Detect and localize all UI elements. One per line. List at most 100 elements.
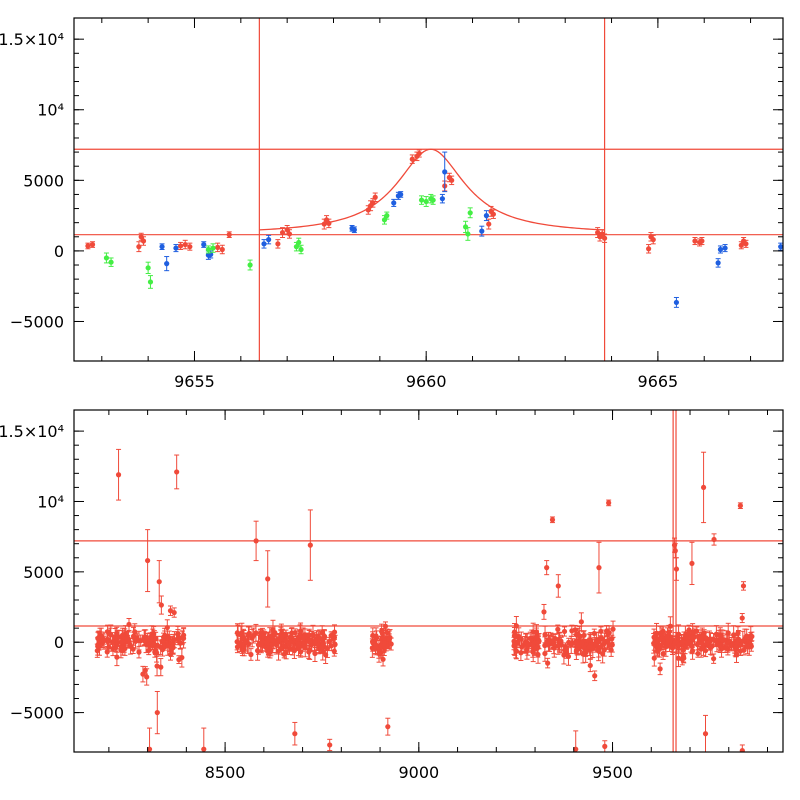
outlier-data-point (711, 533, 717, 546)
red-data-point (650, 234, 656, 245)
data-point (587, 658, 593, 673)
outlier-data-point (115, 448, 122, 501)
blue-data-point (722, 244, 728, 253)
blue-data-point (778, 242, 783, 251)
red-data-point (226, 231, 232, 238)
data-point (373, 627, 379, 645)
green-data-point (384, 211, 390, 220)
data-point (126, 618, 132, 631)
data-point (167, 605, 174, 616)
outlier-data-point (201, 727, 207, 752)
y-tick-label: 1.5×10⁴ (0, 422, 64, 441)
outlier-data-point (385, 717, 391, 736)
outlier-data-point (307, 509, 313, 581)
data-point (694, 626, 700, 637)
y-tick-label: 0 (54, 633, 64, 652)
outlier-data-point (292, 721, 298, 746)
axes-frame (73, 409, 784, 753)
blue-data-point (391, 198, 397, 207)
data-point (242, 632, 248, 652)
data-point (258, 634, 264, 653)
red-data-point (738, 241, 744, 250)
data-point (590, 638, 596, 659)
outlier-data-point (700, 451, 707, 524)
data-point (728, 641, 734, 651)
data-point (565, 647, 572, 666)
data-point (561, 626, 568, 637)
data-point (165, 635, 171, 656)
data-point (657, 662, 663, 676)
outlier-data-point (154, 690, 160, 735)
blue-data-point (351, 226, 357, 234)
data-point (108, 624, 114, 646)
red-data-point (646, 244, 652, 254)
red-data-point (699, 236, 705, 246)
blue-data-point (479, 225, 485, 237)
red-data-point (219, 244, 225, 255)
green-data-point (247, 259, 253, 271)
x-tick-label: 9500 (592, 763, 633, 782)
data-point (250, 627, 257, 644)
data-point (573, 643, 579, 660)
data-point (666, 634, 672, 645)
data-point (536, 633, 542, 650)
data-point (675, 649, 682, 668)
x-tick-label: 9660 (406, 372, 447, 391)
data-point (592, 670, 598, 682)
blue-data-point (164, 256, 170, 272)
outlier-data-point (737, 502, 743, 510)
data-point (740, 630, 746, 652)
outlier-data-point (602, 740, 608, 752)
data-point (558, 636, 564, 648)
data-point (175, 629, 181, 639)
data-point (151, 638, 157, 650)
data-point (525, 636, 531, 652)
blue-data-point (717, 245, 724, 254)
data-point (690, 633, 697, 643)
data-point (112, 643, 119, 652)
y-tick-label: −5000 (10, 312, 64, 331)
red-data-point (215, 242, 221, 253)
data-point (131, 631, 137, 643)
red-data-point (370, 198, 376, 208)
data-point (545, 657, 551, 669)
plot-area (74, 18, 783, 361)
data-point (245, 626, 252, 645)
data-point (569, 624, 575, 637)
outlier-data-point (555, 574, 561, 598)
outlier-data-point (739, 744, 745, 752)
data-point (164, 619, 170, 636)
red-data-point (286, 229, 293, 239)
data-point (237, 634, 243, 653)
top-panel-light-curve-zoom: 1.5×10⁴ 10⁴ 5000 0 −5000 9655 9660 9665 (0, 17, 784, 391)
red-data-point (182, 239, 188, 250)
blue-data-point (673, 296, 680, 308)
red-data-point (326, 218, 332, 229)
outlier-data-point (253, 520, 259, 562)
data-point (555, 624, 561, 635)
data-point (312, 634, 318, 648)
red-data-point (490, 209, 496, 219)
red-data-point (187, 242, 193, 251)
data-point (583, 642, 589, 663)
data-point (283, 632, 289, 649)
green-data-point (108, 257, 114, 267)
data-point (114, 626, 120, 641)
data-point (386, 633, 392, 645)
plot-area (74, 410, 783, 752)
data-point (142, 666, 148, 675)
green-data-point (205, 245, 211, 254)
data-point (748, 640, 754, 652)
blue-data-point (261, 239, 267, 249)
outlier-data-point (156, 560, 162, 604)
green-data-point (145, 261, 151, 274)
data-point (292, 628, 298, 637)
outlier-data-point (327, 738, 333, 752)
red-data-point (89, 241, 96, 248)
data-point (306, 644, 312, 660)
green-data-point (298, 244, 304, 255)
outlier-data-point (265, 550, 271, 608)
data-point (725, 622, 731, 644)
data-point (518, 631, 524, 647)
data-point (578, 612, 584, 632)
